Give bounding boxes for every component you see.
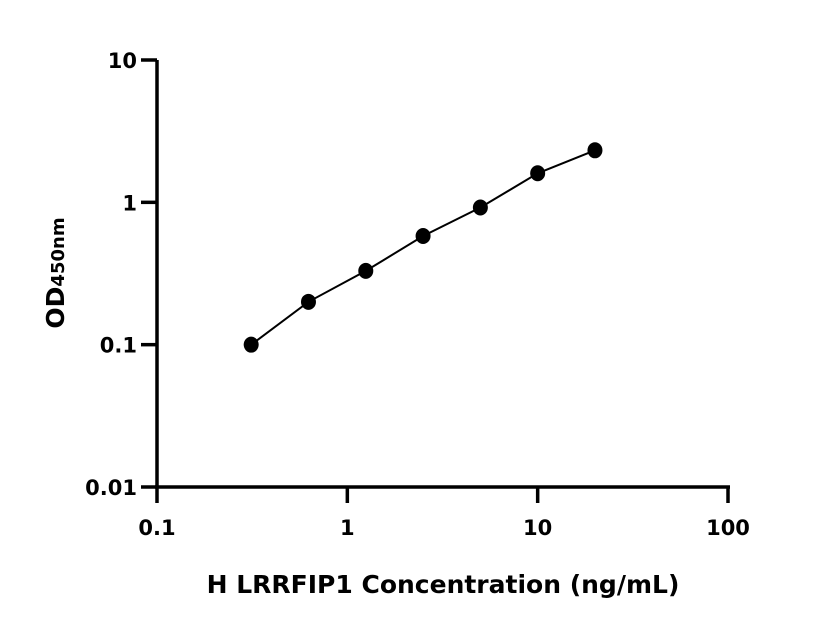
data-points: [243, 142, 603, 353]
data-point: [415, 228, 431, 245]
x-tick-label: 0.1: [138, 516, 175, 540]
fit-curve-group: [250, 149, 596, 346]
y-tick-label: 0.01: [85, 476, 137, 500]
data-point: [472, 199, 488, 216]
data-point: [530, 165, 546, 182]
x-tick-label: 10: [523, 516, 552, 540]
fit-curve: [250, 149, 596, 346]
data-point: [587, 142, 603, 159]
x-axis-label: H LRRFIP1 Concentration (ng/mL): [207, 570, 680, 599]
y-axis-label-main: OD: [41, 287, 70, 329]
y-tick-label: 0.1: [100, 334, 137, 358]
y-tick-label: 1: [122, 191, 137, 215]
y-axis-label: OD450nm: [41, 217, 70, 328]
data-point: [300, 293, 316, 310]
data-point: [358, 262, 374, 279]
y-axis-label-subscript: 450nm: [48, 217, 69, 286]
y-tick-label: 10: [108, 49, 137, 73]
x-tick-label: 100: [706, 516, 750, 540]
x-tick-label: 1: [340, 516, 355, 540]
y-axis-label-group: OD450nm: [41, 217, 70, 328]
data-point: [243, 336, 259, 353]
